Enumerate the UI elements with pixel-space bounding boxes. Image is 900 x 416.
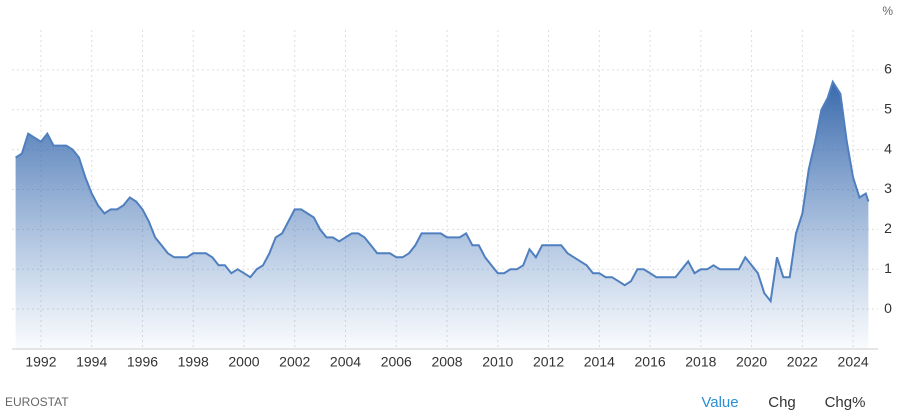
- line: [15, 79, 870, 304]
- y-tick-label: 1: [884, 260, 892, 276]
- x-tick-label: 2010: [482, 354, 513, 370]
- x-tick-label: 2008: [431, 354, 462, 370]
- chg-pct-button[interactable]: Chg%: [825, 394, 866, 411]
- y-tick-label: 5: [884, 100, 892, 116]
- y-tick-label: 6: [884, 61, 892, 77]
- x-tick-label: 1994: [76, 354, 107, 370]
- x-tick-label: 2020: [736, 354, 767, 370]
- x-tick-label: 2014: [584, 354, 615, 370]
- x-tick-label: 2012: [533, 354, 564, 370]
- x-tick-label: 2022: [787, 354, 818, 370]
- x-tick-label: 2002: [279, 354, 310, 370]
- y-tick-label: 2: [884, 220, 892, 236]
- x-tick-label: 2016: [635, 354, 666, 370]
- x-tick-label: 2024: [838, 354, 869, 370]
- unit: %: [882, 4, 893, 18]
- x-tick-label: 2000: [228, 354, 259, 370]
- area: [15, 81, 869, 350]
- x-tick-label: 1998: [178, 354, 209, 370]
- y-tick-label: 0: [884, 300, 892, 316]
- value-button[interactable]: Value: [701, 394, 738, 411]
- source: EUROSTAT: [5, 395, 69, 409]
- x-tick-label: 1992: [25, 354, 56, 370]
- y-tick-label: 4: [884, 140, 892, 156]
- x-tick-label: 2004: [330, 354, 361, 370]
- chg-button[interactable]: Chg: [768, 394, 796, 411]
- x-tick-label: 1996: [127, 354, 158, 370]
- y-tick-label: 3: [884, 180, 892, 196]
- x-tick-label: 2018: [685, 354, 716, 370]
- x-tick-label: 2006: [381, 354, 412, 370]
